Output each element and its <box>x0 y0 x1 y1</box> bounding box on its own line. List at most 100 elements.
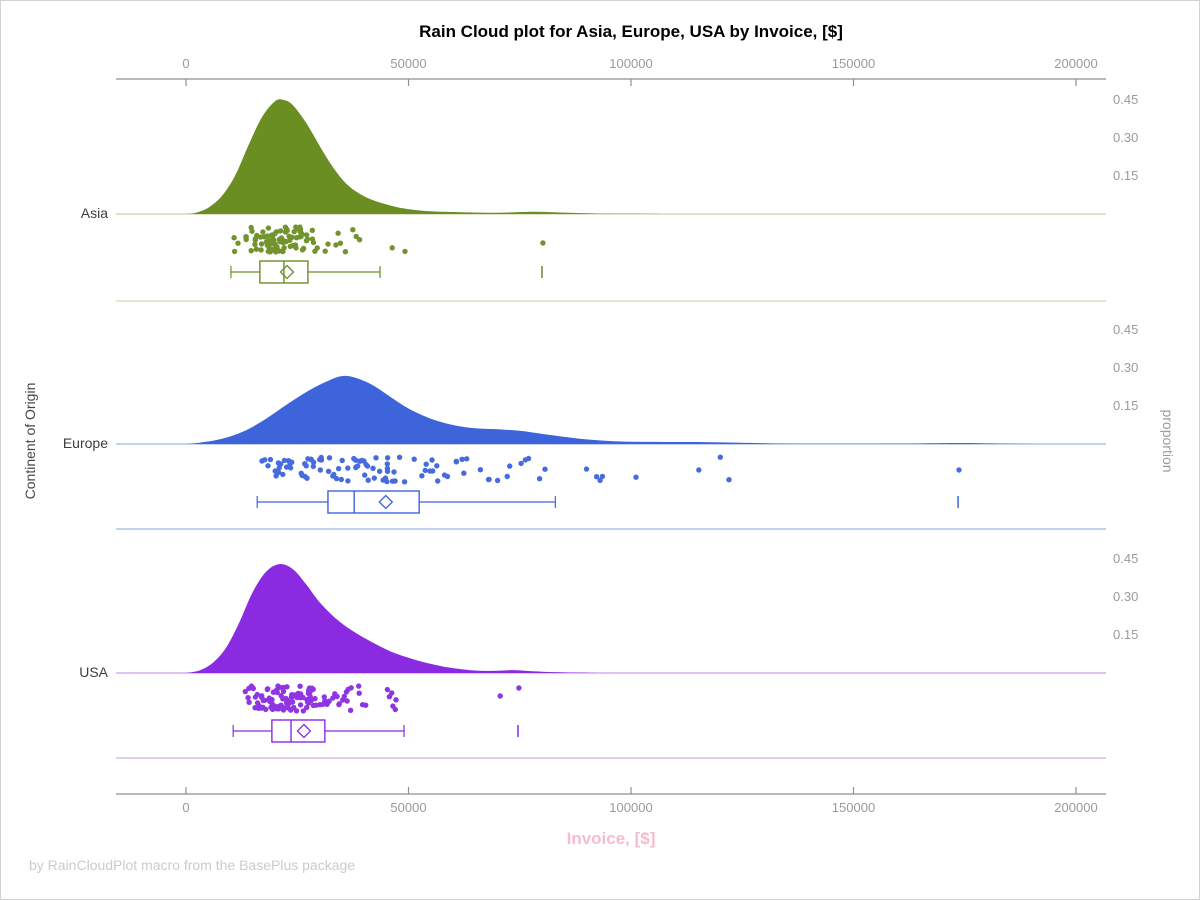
rain-point <box>357 458 363 464</box>
proportion-tick-label: 0.45 <box>1113 322 1139 337</box>
x-bottom-tick-label: 100000 <box>609 800 653 815</box>
rain-point <box>365 477 371 483</box>
x-top-tick-label: 50000 <box>390 56 427 71</box>
x-bottom-tick-label: 150000 <box>831 800 876 815</box>
proportion-tick-label: 0.30 <box>1113 360 1139 375</box>
rain-point <box>280 696 286 702</box>
rain-point <box>359 702 366 708</box>
rain-point <box>282 229 289 235</box>
rain-point <box>252 694 259 700</box>
box-usa <box>271 719 326 743</box>
rain-point <box>477 467 484 473</box>
rain-point <box>261 234 268 240</box>
rain-point <box>396 454 403 460</box>
rain-point <box>269 706 276 713</box>
rain-point <box>522 457 528 463</box>
rain-point <box>717 454 723 460</box>
rain-point <box>312 695 318 702</box>
rain-point <box>253 246 260 252</box>
proportion-tick-label: 0.45 <box>1113 551 1139 566</box>
y2-axis-title: proportion <box>1160 409 1176 473</box>
rain-point <box>726 477 732 483</box>
rain-point <box>345 478 351 484</box>
rain-point <box>310 463 316 470</box>
x-top-tick-label: 100000 <box>609 56 653 71</box>
rain-point <box>260 229 266 235</box>
rain-point <box>287 460 293 467</box>
rain-point <box>376 468 383 474</box>
rain-point <box>389 690 395 696</box>
rain-point <box>255 705 262 711</box>
x-axis-title: Invoice, [$] <box>566 829 656 848</box>
rain-point <box>422 467 428 474</box>
rain-point <box>390 703 396 709</box>
footnote: by RainCloudPlot macro from the BasePlus… <box>29 857 356 873</box>
rain-point <box>597 477 603 484</box>
rain-point <box>633 474 639 480</box>
rain-point <box>351 455 357 462</box>
rain-point <box>325 468 332 474</box>
rain-point <box>325 241 331 247</box>
rain-point <box>536 476 543 482</box>
rain-point <box>300 245 307 252</box>
rain-point <box>337 240 344 246</box>
rain-point <box>283 700 290 706</box>
rain-point <box>411 456 417 462</box>
rain-point <box>275 460 282 466</box>
rain-point <box>347 707 354 713</box>
rain-point <box>250 685 256 692</box>
rain-point <box>461 470 467 476</box>
proportion-tick-label: 0.30 <box>1113 589 1139 604</box>
rain-point <box>393 697 399 703</box>
rain-point <box>441 472 448 478</box>
rain-point <box>373 455 379 461</box>
rain-point <box>402 248 408 255</box>
rain-point <box>246 699 252 705</box>
proportion-tick-label: 0.45 <box>1113 92 1139 107</box>
rain-point <box>265 225 272 231</box>
rain-point <box>252 241 258 248</box>
rain-point <box>593 474 600 480</box>
rain-points-asia <box>231 224 546 255</box>
rain-point <box>353 464 359 470</box>
proportion-tick-label: 0.30 <box>1113 130 1139 145</box>
rain-point <box>371 475 377 481</box>
rain-point <box>260 704 266 710</box>
rain-point <box>297 695 304 701</box>
rain-point <box>331 471 337 478</box>
rain-point <box>419 473 425 479</box>
rain-point <box>453 458 459 464</box>
x-bottom-tick-label: 0 <box>182 800 190 815</box>
category-label-usa: USA <box>79 664 108 680</box>
rain-point <box>696 467 702 473</box>
box-europe <box>327 490 420 514</box>
rain-point <box>344 698 350 704</box>
rain-point <box>335 230 341 236</box>
rain-point <box>258 241 265 247</box>
rain-point <box>362 472 368 478</box>
x-top-tick-label: 200000 <box>1054 56 1098 71</box>
rain-point <box>235 240 241 246</box>
rain-points-europe <box>259 454 962 485</box>
rain-point <box>318 457 325 463</box>
rain-point <box>281 457 288 464</box>
rain-point <box>341 693 347 700</box>
rain-point <box>599 473 606 480</box>
rain-point <box>324 701 330 707</box>
x-top-tick-label: 0 <box>182 56 190 71</box>
rain-point <box>303 232 310 238</box>
rain-point <box>260 697 266 704</box>
rain-point <box>275 706 282 712</box>
rain-point <box>305 687 312 694</box>
rain-point <box>363 461 369 468</box>
mean-diamond-asia <box>279 264 295 280</box>
rain-point <box>384 465 391 472</box>
rain-point <box>300 708 306 714</box>
mean-diamond-europe <box>378 494 394 510</box>
rain-point <box>350 227 356 233</box>
rain-point <box>303 463 309 469</box>
rain-point <box>265 463 271 469</box>
rain-point <box>356 683 362 689</box>
rain-point <box>259 693 265 699</box>
